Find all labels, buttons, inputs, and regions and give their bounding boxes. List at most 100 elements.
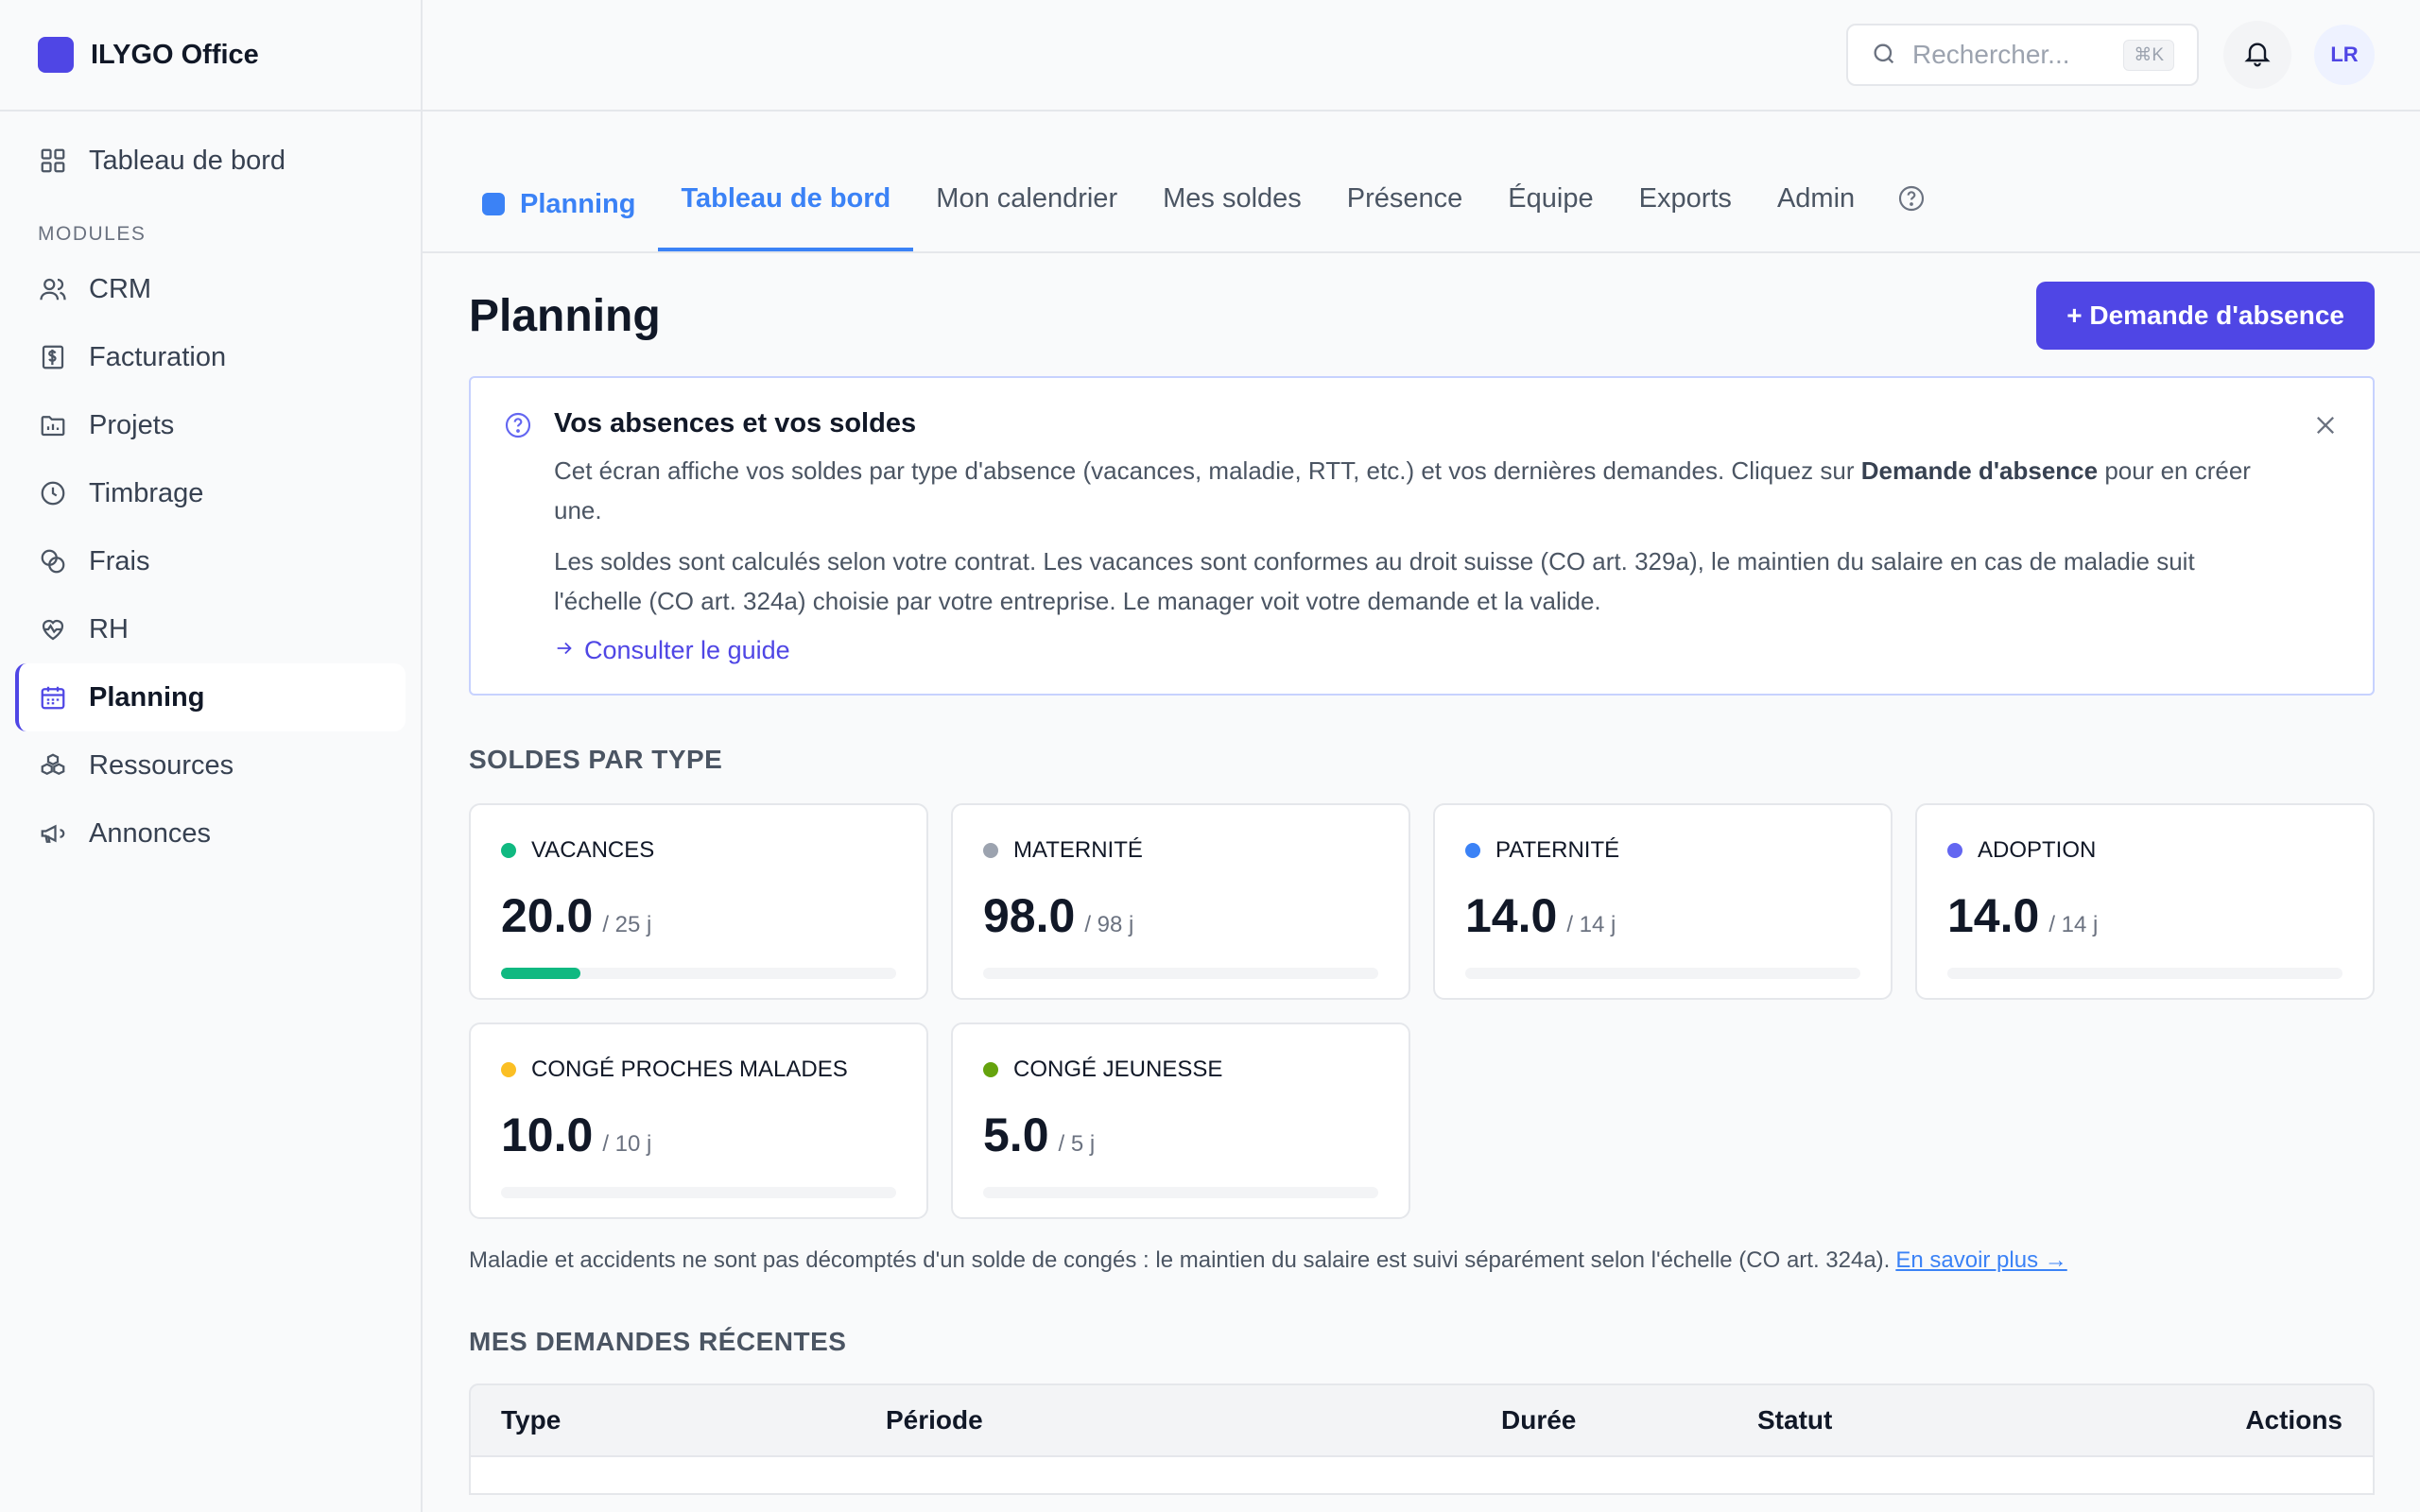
balance-progress-bar bbox=[1947, 968, 2342, 979]
sidebar-item-projets[interactable]: Projets bbox=[15, 391, 406, 459]
column-header-duration[interactable]: Durée bbox=[1501, 1405, 1577, 1435]
balance-value-row: 14.0 / 14 j bbox=[1465, 888, 1860, 943]
sidebar-item-label: Frais bbox=[89, 545, 150, 576]
sidebar-item-facturation[interactable]: Facturation bbox=[15, 323, 406, 391]
balance-value-row: 14.0 / 14 j bbox=[1947, 888, 2342, 943]
sidebar-item-frais[interactable]: Frais bbox=[15, 527, 406, 595]
invoice-icon bbox=[38, 342, 68, 372]
balance-value: 98.0 bbox=[983, 889, 1076, 942]
info-title: Vos absences et vos soldes bbox=[554, 408, 917, 438]
guide-link-label: Consulter le guide bbox=[584, 636, 790, 664]
balance-progress-fill bbox=[501, 968, 580, 979]
sidebar: ILYGO Office Tableau de bord MODULES CRM bbox=[0, 0, 423, 1512]
new-absence-request-button[interactable]: + Demande d'absence bbox=[2036, 282, 2375, 350]
folder-icon bbox=[38, 410, 68, 440]
sidebar-item-label: Facturation bbox=[89, 341, 227, 372]
status-dot-icon bbox=[1465, 843, 1480, 858]
balance-card: MATERNITÉ 98.0 / 98 j bbox=[951, 803, 1410, 1000]
balance-value-row: 5.0 / 5 j bbox=[983, 1108, 1378, 1162]
sidebar-item-label: Planning bbox=[89, 681, 205, 713]
balance-value-row: 98.0 / 98 j bbox=[983, 888, 1378, 943]
info-paragraph-2: Les soldes sont calculés selon votre con… bbox=[554, 547, 2195, 615]
grid-icon bbox=[38, 146, 68, 176]
planning-module-icon bbox=[482, 193, 505, 215]
page-content: Planning + Demande d'absence Vos absence… bbox=[423, 255, 2420, 1495]
tab-exports[interactable]: Exports bbox=[1638, 183, 1732, 214]
balance-type: CONGÉ PROCHES MALADES bbox=[531, 1057, 848, 1082]
sidebar-item-annonces[interactable]: Annonces bbox=[15, 799, 406, 868]
balance-card: ADOPTION 14.0 / 14 j bbox=[1915, 803, 2375, 1000]
balance-card: CONGÉ PROCHES MALADES 10.0 / 10 j bbox=[469, 1022, 928, 1219]
search-icon bbox=[1871, 41, 1899, 69]
sidebar-item-dashboard[interactable]: Tableau de bord bbox=[15, 127, 406, 195]
balance-total: / 5 j bbox=[1058, 1131, 1096, 1157]
info-text: Cet écran affiche vos soldes par type d'… bbox=[554, 456, 1861, 485]
column-header-type[interactable]: Type bbox=[501, 1405, 562, 1435]
page-header: Planning + Demande d'absence bbox=[469, 255, 2375, 376]
balance-type: MATERNITÉ bbox=[1013, 837, 1143, 863]
status-dot-icon bbox=[983, 843, 998, 858]
page-title: Planning bbox=[469, 290, 661, 341]
info-text: pour en créer une. bbox=[554, 456, 2251, 524]
tab-module-planning[interactable]: Planning bbox=[469, 183, 658, 251]
sidebar-item-timbrage[interactable]: Timbrage bbox=[15, 459, 406, 527]
sidebar-item-label: Annonces bbox=[89, 817, 211, 849]
sidebar-item-planning[interactable]: Planning bbox=[15, 663, 406, 731]
clock-icon bbox=[38, 478, 68, 508]
sidebar-item-crm[interactable]: CRM bbox=[15, 255, 406, 323]
balance-total: / 14 j bbox=[1566, 912, 1616, 937]
balance-card: VACANCES 20.0 / 25 j bbox=[469, 803, 928, 1000]
close-icon[interactable] bbox=[2312, 412, 2339, 438]
balance-progress-bar bbox=[501, 1187, 896, 1198]
sidebar-item-label: Ressources bbox=[89, 749, 234, 781]
balance-cards: VACANCES 20.0 / 25 j MATERNITÉ 98.0 / 98 j PAT… bbox=[469, 803, 2375, 1219]
balance-value: 10.0 bbox=[501, 1108, 594, 1161]
brand[interactable]: ILYGO Office bbox=[0, 0, 421, 112]
sidebar-nav: Tableau de bord MODULES CRM Facturation bbox=[0, 112, 421, 868]
tab-module-label: Planning bbox=[520, 188, 636, 219]
table-header: Type Période Durée Statut Actions bbox=[469, 1383, 2375, 1457]
coins-icon bbox=[38, 546, 68, 576]
arrow-right-icon bbox=[554, 636, 575, 665]
sidebar-item-rh[interactable]: RH bbox=[15, 595, 406, 663]
module-tabs: Planning Tableau de bord Mon calendrier … bbox=[423, 112, 2420, 253]
info-paragraph-1: Cet écran affiche vos soldes par type d'… bbox=[554, 451, 2256, 530]
column-header-period[interactable]: Période bbox=[886, 1405, 983, 1435]
column-header-status[interactable]: Statut bbox=[1757, 1405, 1833, 1435]
tab-team[interactable]: Équipe bbox=[1508, 183, 1594, 214]
status-dot-icon bbox=[501, 1062, 516, 1077]
balance-value: 14.0 bbox=[1947, 889, 2040, 942]
guide-link[interactable]: Consulter le guide bbox=[554, 636, 790, 665]
sidebar-item-label: Tableau de bord bbox=[89, 145, 285, 176]
tab-balances[interactable]: Mes soldes bbox=[1163, 183, 1302, 214]
balance-value-row: 20.0 / 25 j bbox=[501, 888, 896, 943]
balance-progress-bar bbox=[1465, 968, 1860, 979]
brand-name: ILYGO Office bbox=[91, 39, 259, 70]
notifications-button[interactable] bbox=[2223, 21, 2291, 89]
sidebar-item-ressources[interactable]: Ressources bbox=[15, 731, 406, 799]
help-button[interactable] bbox=[1877, 183, 1949, 251]
status-dot-icon bbox=[501, 843, 516, 858]
tab-presence[interactable]: Présence bbox=[1346, 183, 1463, 214]
balance-total: / 10 j bbox=[602, 1131, 652, 1157]
tab-calendar[interactable]: Mon calendrier bbox=[936, 183, 1118, 214]
tab-admin[interactable]: Admin bbox=[1776, 183, 1856, 214]
sidebar-item-label: RH bbox=[89, 613, 129, 644]
sidebar-section-label: MODULES bbox=[38, 223, 147, 245]
balance-total: / 14 j bbox=[2048, 912, 2099, 937]
balance-card-label: CONGÉ JEUNESSE bbox=[983, 1057, 1378, 1083]
balance-card-label: PATERNITÉ bbox=[1465, 837, 1860, 864]
sidebar-item-label: Projets bbox=[89, 409, 175, 440]
balance-type: CONGÉ JEUNESSE bbox=[1013, 1057, 1223, 1082]
balance-type: VACANCES bbox=[531, 837, 655, 863]
user-avatar[interactable]: LR bbox=[2314, 25, 2375, 85]
balance-progress-bar bbox=[983, 968, 1378, 979]
balance-card-label: VACANCES bbox=[501, 837, 896, 864]
learn-more-link[interactable]: En savoir plus → bbox=[1895, 1247, 2067, 1273]
tab-dashboard[interactable]: Tableau de bord bbox=[658, 183, 914, 251]
search-input[interactable]: Rechercher... ⌘K bbox=[1846, 24, 2199, 86]
balance-card: CONGÉ JEUNESSE 5.0 / 5 j bbox=[951, 1022, 1410, 1219]
balance-card-label: ADOPTION bbox=[1947, 837, 2342, 864]
boxes-icon bbox=[38, 750, 68, 781]
heart-pulse-icon bbox=[38, 614, 68, 644]
